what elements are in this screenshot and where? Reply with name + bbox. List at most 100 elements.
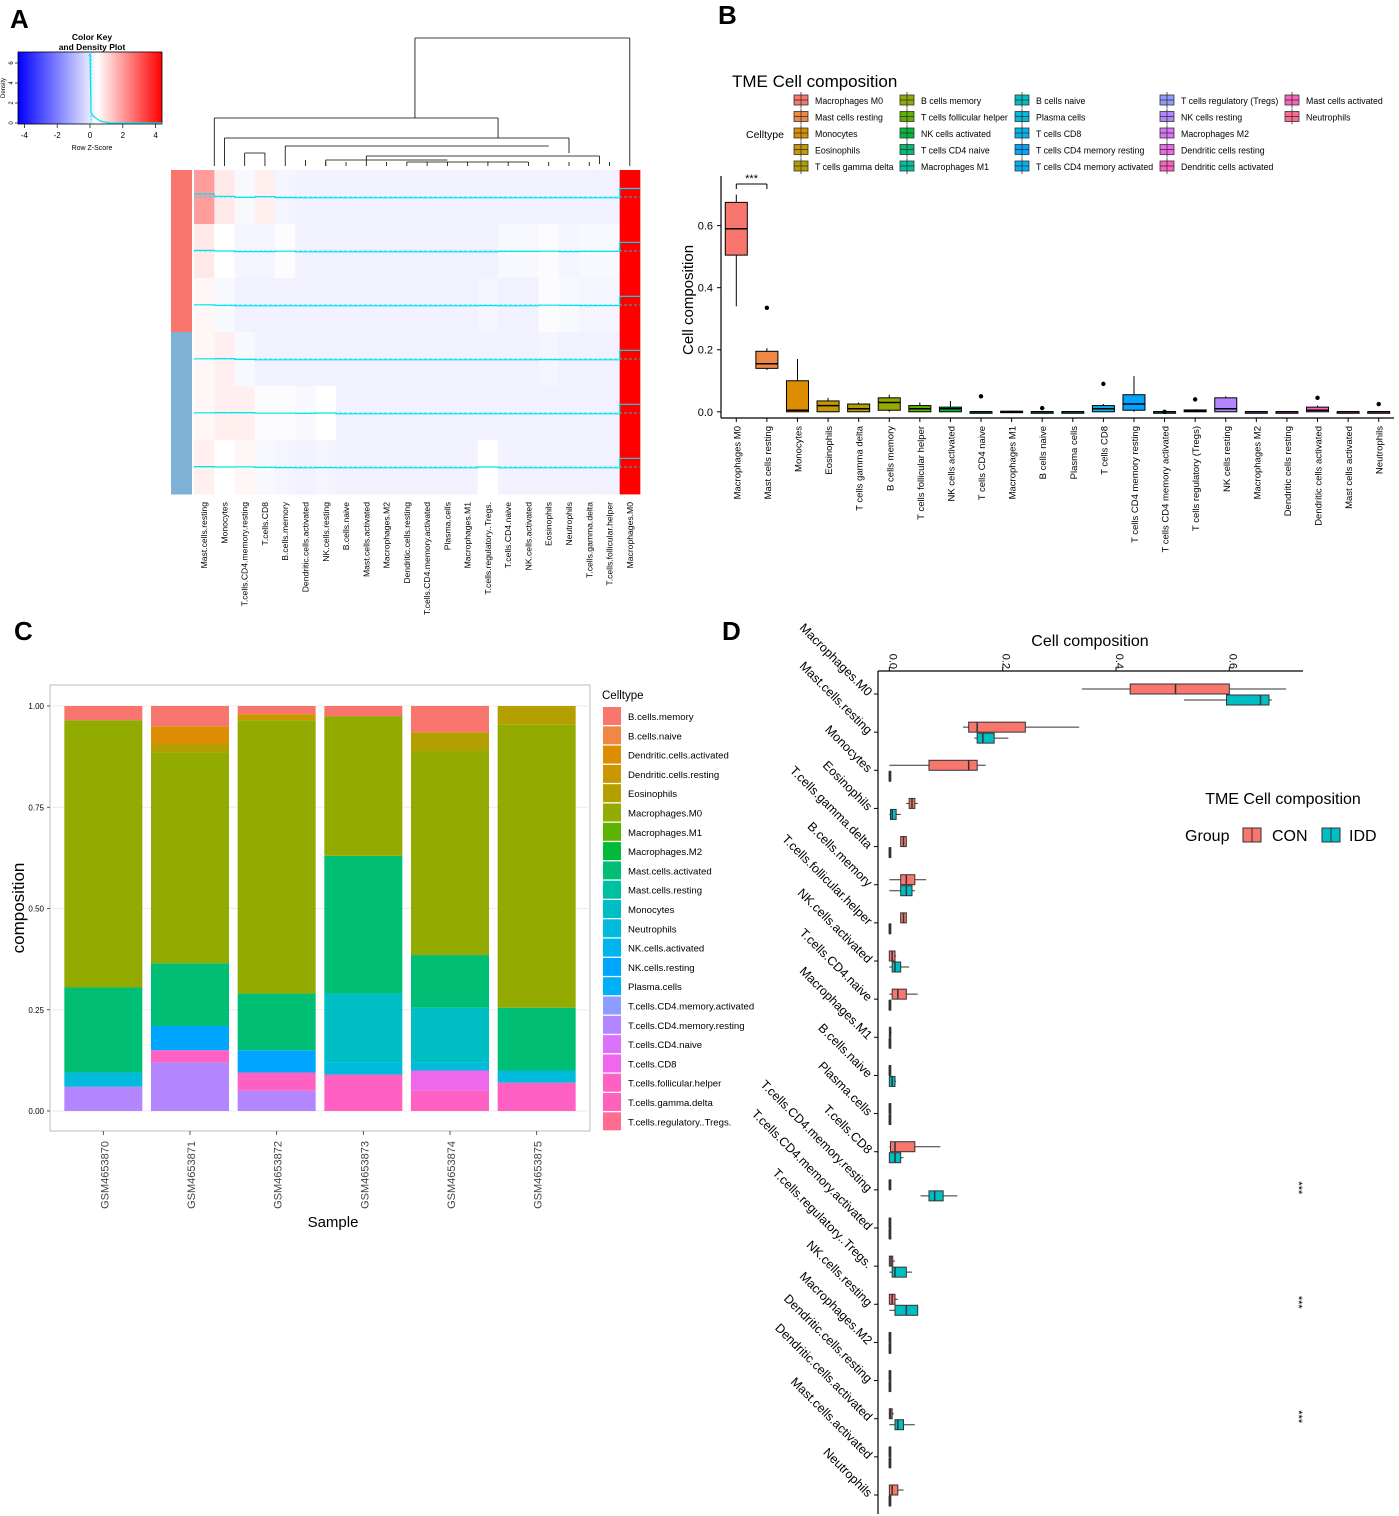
d-box-con-neutrophils bbox=[888, 1484, 904, 1496]
c-legend-item-t-cells-follicular-helper: T.cells.follicular.helper bbox=[603, 1073, 722, 1092]
d-box-con-eosinophils bbox=[906, 797, 918, 809]
c-legend-swatch bbox=[603, 861, 621, 880]
b-legend-label: Dendritic cells activated bbox=[1181, 162, 1274, 172]
c-legend-item-t-cells-cd4-memory-activated: T.cells.CD4.memory.activated bbox=[603, 996, 754, 1015]
d-box-body bbox=[888, 1484, 899, 1496]
d-box-idd-t-cells-gamma-delta bbox=[888, 847, 892, 859]
b-box-dendritic-cells-resting bbox=[1275, 411, 1299, 414]
c-bar-segment-gsm4653875-mast-cells-activated bbox=[497, 1007, 576, 1071]
d-box-con-plasma-cells bbox=[888, 1103, 892, 1115]
trace-line bbox=[194, 295, 640, 307]
b-xtick-label: Mast cells resting bbox=[763, 426, 774, 499]
b-legend-item-plasma-cells: Plasma cells bbox=[1014, 108, 1086, 125]
b-xtick-label: T cells follicular helper bbox=[916, 426, 927, 520]
b-box-outlier bbox=[1101, 381, 1106, 387]
d-box-con-t-cells-cd4-naive bbox=[889, 988, 918, 1000]
d-ytick-label: NK.cells.resting bbox=[804, 1238, 875, 1309]
d-significance-label: *** bbox=[1292, 1296, 1304, 1310]
heatmap-column-label: Macrophages.M2 bbox=[382, 502, 392, 569]
d-box-body bbox=[891, 1266, 907, 1278]
b-box-t-cells-cd4-naive bbox=[969, 394, 993, 414]
d-box-con-t-cells-cd4-memory-activated bbox=[888, 1217, 892, 1229]
c-bar-segment-gsm4653871-nk-cells-resting bbox=[151, 1025, 229, 1051]
c-legend-item-nk-cells-activated: NK.cells.activated bbox=[603, 938, 704, 957]
key-title-line1: Color Key bbox=[72, 32, 112, 42]
c-bar-segment-gsm4653870-macrophages-m0 bbox=[64, 720, 143, 988]
b-box-t-cells-cd4-memory-activated bbox=[1153, 409, 1177, 414]
d-box-con-t-cells-follicular-helper bbox=[900, 912, 907, 924]
key-xlabel: Row Z-Score bbox=[72, 145, 113, 152]
b-box-macrophages-m2 bbox=[1244, 411, 1268, 414]
b-legend-label: Dendritic cells resting bbox=[1181, 146, 1265, 156]
c-ytick-label: 0.25 bbox=[28, 1006, 44, 1015]
b-legend-item-eosinophils: Eosinophils bbox=[793, 141, 861, 158]
b-xtick-label: Macrophages M2 bbox=[1252, 426, 1263, 499]
b-box-outlier bbox=[1192, 397, 1198, 402]
c-bar-segment-gsm4653874-neutrophils bbox=[411, 1062, 489, 1071]
b-box-body bbox=[1306, 406, 1330, 413]
b-legend-item-dendritic-cells-resting: Dendritic cells resting bbox=[1159, 141, 1265, 158]
c-bar-segment-gsm4653872-b-cells-memory bbox=[237, 706, 316, 715]
c-legend-title: Celltype bbox=[602, 690, 644, 702]
c-legend-swatch bbox=[603, 803, 621, 822]
b-legend-item-t-cells-follicular-helper: T cells follicular helper bbox=[899, 108, 1008, 125]
c-legend-label: T.cells.regulatory..Tregs. bbox=[628, 1117, 731, 1128]
d-significance-label: *** bbox=[1292, 1181, 1304, 1195]
d-box-con-macrophages-m0 bbox=[1082, 683, 1286, 695]
c-legend-item-neutrophils: Neutrophils bbox=[603, 919, 677, 938]
b-title: TME Cell composition bbox=[732, 72, 897, 91]
c-legend-label: T.cells.CD4.memory.activated bbox=[628, 1002, 754, 1013]
heatmap-column-label: T.cells.follicular.helper bbox=[605, 502, 615, 586]
c-bar-segment-gsm4653875-macrophages-m0 bbox=[497, 724, 576, 1008]
panel-label-d: D bbox=[722, 616, 741, 646]
b-xtick-label: T cells regulatory (Tregs) bbox=[1191, 426, 1202, 531]
c-bar-segment-gsm4653872-t-cells-cd4-memory-resting bbox=[237, 1090, 316, 1111]
heatmap-column-labels: Mast.cells.resting Monocytes T.cells.CD4.m… bbox=[199, 501, 635, 615]
c-legend-item-dendritic-cells-resting: Dendritic.cells.resting bbox=[603, 764, 719, 783]
b-legend-item-t-cells-regulatory-tregs: T cells regulatory (Tregs) bbox=[1159, 92, 1278, 108]
b-box-body bbox=[816, 400, 840, 413]
d-box-con-monocytes bbox=[889, 759, 986, 771]
b-box-outlier bbox=[1162, 409, 1167, 414]
c-legend-label: T.cells.CD4.naive bbox=[628, 1040, 702, 1051]
b-ytick-label: 0.2 bbox=[698, 345, 713, 357]
b-xtick-label: Macrophages M0 bbox=[732, 426, 743, 499]
c-bar-segment-gsm4653873-t-cells-follicular-helper bbox=[324, 1074, 403, 1111]
d-box-idd-b-cells-memory bbox=[889, 885, 915, 897]
d-box-idd-t-cells-cd8 bbox=[888, 1152, 904, 1164]
d-boxplot: 0.0 0.2 0.4 0.6Macrophages.M0Mast.cells.res… bbox=[749, 621, 1304, 1514]
b-legend-item-t-cells-cd4-naive: T cells CD4 naive bbox=[899, 141, 990, 158]
c-legend-swatch bbox=[603, 977, 621, 996]
c-legend-item-macrophages-m2: Macrophages.M2 bbox=[603, 842, 702, 861]
c-legend-label: T.cells.CD4.memory.resting bbox=[628, 1021, 745, 1032]
d-box-con-b-cells-memory bbox=[889, 874, 927, 886]
c-legend-swatch bbox=[603, 784, 621, 803]
c-ytick-label: 0.75 bbox=[28, 803, 44, 812]
c-legend-swatch bbox=[603, 938, 621, 957]
c-bar-segment-gsm4653872-t-cells-follicular-helper bbox=[237, 1072, 316, 1091]
d-box-con-b-cells-naive bbox=[888, 1064, 892, 1076]
b-legend-label: T cells follicular helper bbox=[921, 113, 1008, 123]
b-legend-label: B cells naive bbox=[1036, 96, 1085, 106]
d-xtick-label: 0.2 bbox=[1000, 654, 1012, 669]
b-legend-title: Celltype bbox=[746, 129, 784, 141]
b-legend-item-t-cells-cd4-memory-resting: T cells CD4 memory resting bbox=[1014, 141, 1144, 158]
b-legend-item-mast-cells-activated: Mast cells activated bbox=[1284, 92, 1383, 108]
d-box-body bbox=[928, 1190, 944, 1202]
b-legend-label: Macrophages M0 bbox=[815, 96, 883, 106]
sidebar-con-row1 bbox=[171, 170, 192, 225]
key-ytick-label: 0 bbox=[9, 121, 15, 125]
b-ytick-label: 0.4 bbox=[698, 283, 713, 295]
c-legend-swatch bbox=[603, 900, 621, 918]
d-box-body bbox=[1129, 683, 1230, 695]
key-x-axis: -4 -2 0 2 4 bbox=[21, 124, 158, 140]
d-box-idd-monocytes bbox=[888, 770, 892, 782]
c-legend-item-monocytes: Monocytes bbox=[603, 900, 675, 918]
c-legend-label: Macrophages.M0 bbox=[628, 809, 702, 820]
d-box-body bbox=[889, 1141, 916, 1153]
c-xtick-label: GSM4653872 bbox=[273, 1141, 285, 1209]
d-significance-label: *** bbox=[1292, 1410, 1304, 1424]
b-xtick-label: T cells gamma delta bbox=[855, 425, 866, 511]
b-box-body bbox=[755, 350, 779, 369]
d-xtick-label: 0.0 bbox=[886, 654, 898, 669]
